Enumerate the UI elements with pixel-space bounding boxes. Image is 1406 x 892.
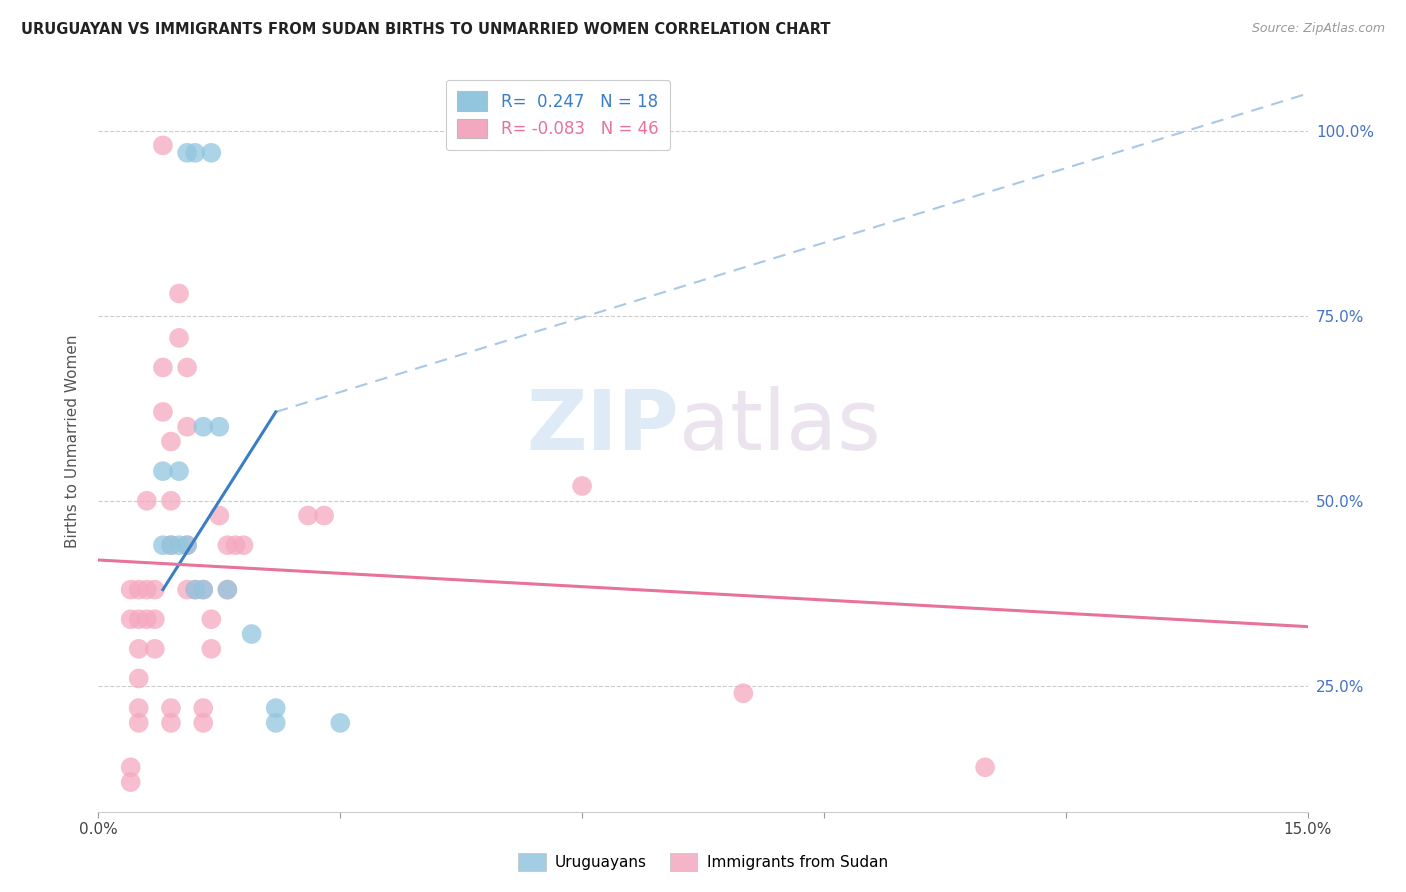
Point <box>167 331 190 345</box>
Point <box>128 612 150 626</box>
Point <box>193 582 215 597</box>
Point <box>193 419 215 434</box>
Point <box>200 145 222 160</box>
Point <box>193 715 215 730</box>
Point <box>193 701 215 715</box>
Text: Source: ZipAtlas.com: Source: ZipAtlas.com <box>1251 22 1385 36</box>
Point <box>217 582 239 597</box>
Point <box>128 641 150 656</box>
Point <box>160 493 183 508</box>
Point <box>200 612 222 626</box>
Point <box>297 508 319 523</box>
Point <box>193 582 215 597</box>
Y-axis label: Births to Unmarried Women: Births to Unmarried Women <box>65 334 80 549</box>
Point <box>143 641 166 656</box>
Point <box>217 538 239 552</box>
Point <box>135 493 157 508</box>
Point <box>176 538 198 552</box>
Point <box>143 612 166 626</box>
Point <box>184 582 207 597</box>
Point <box>160 434 183 449</box>
Point <box>160 715 183 730</box>
Point <box>974 760 997 774</box>
Point <box>217 582 239 597</box>
Point <box>160 538 183 552</box>
Point <box>167 538 190 552</box>
Point <box>128 701 150 715</box>
Point <box>152 138 174 153</box>
Point <box>135 582 157 597</box>
Point <box>120 612 142 626</box>
Point <box>160 538 183 552</box>
Point <box>176 145 198 160</box>
Point <box>160 701 183 715</box>
Point <box>128 672 150 686</box>
Point <box>176 419 198 434</box>
Point <box>208 508 231 523</box>
Point <box>167 286 190 301</box>
Point <box>120 775 142 789</box>
Point <box>224 538 246 552</box>
Point <box>120 582 142 597</box>
Legend: Uruguayans, Immigrants from Sudan: Uruguayans, Immigrants from Sudan <box>512 847 894 877</box>
Point <box>128 715 150 730</box>
Point <box>240 627 263 641</box>
Text: atlas: atlas <box>679 386 880 467</box>
Point <box>135 612 157 626</box>
Point <box>264 715 287 730</box>
Point <box>329 715 352 730</box>
Point <box>733 686 755 700</box>
Point <box>314 508 336 523</box>
Point <box>264 701 287 715</box>
Point <box>152 405 174 419</box>
Point <box>152 538 174 552</box>
Point <box>167 464 190 478</box>
Point <box>232 538 254 552</box>
Point <box>200 641 222 656</box>
Point <box>208 419 231 434</box>
Legend: R=  0.247   N = 18, R= -0.083   N = 46: R= 0.247 N = 18, R= -0.083 N = 46 <box>446 79 671 150</box>
Point <box>128 582 150 597</box>
Text: URUGUAYAN VS IMMIGRANTS FROM SUDAN BIRTHS TO UNMARRIED WOMEN CORRELATION CHART: URUGUAYAN VS IMMIGRANTS FROM SUDAN BIRTH… <box>21 22 831 37</box>
Point <box>184 582 207 597</box>
Point <box>152 464 174 478</box>
Point <box>184 145 207 160</box>
Point <box>176 582 198 597</box>
Point <box>571 479 593 493</box>
Point <box>176 360 198 375</box>
Point <box>120 760 142 774</box>
Text: ZIP: ZIP <box>526 386 679 467</box>
Point <box>152 360 174 375</box>
Point <box>143 582 166 597</box>
Point <box>176 538 198 552</box>
